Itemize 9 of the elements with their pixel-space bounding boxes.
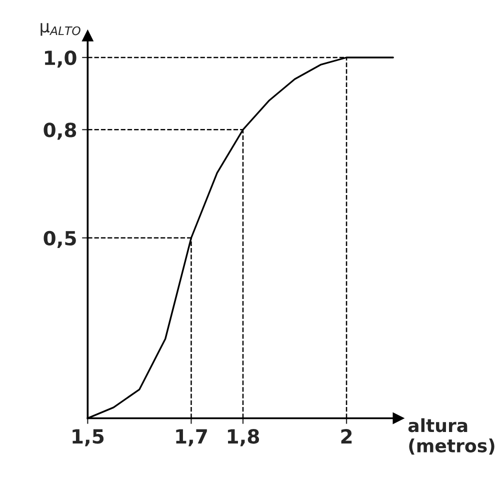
y-tick-label: 0,5 [44,230,76,248]
x-tick-label: 2 [341,429,352,444]
y-tick-label: 1,0 [45,50,76,68]
y-axis-title: μ$_{ALTO}$ [40,23,80,36]
x-axis-title: altura (metros) [408,418,494,455]
y-tick-label: 0,8 [44,122,76,140]
x-tick-label: 1,5 [72,429,104,446]
x-tick-label: 1,8 [228,429,259,446]
x-tick-label: 1,7 [176,429,207,446]
